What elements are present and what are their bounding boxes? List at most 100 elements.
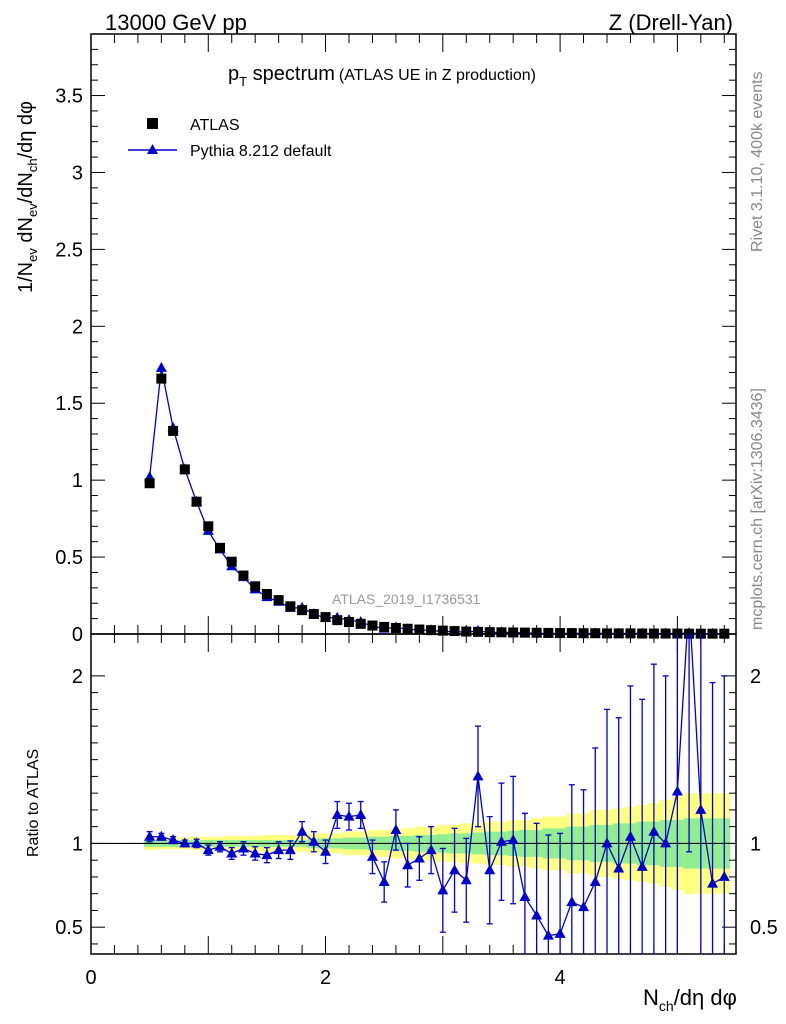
main-data-point — [707, 628, 718, 639]
main-y-tick-label: 2.5 — [55, 239, 83, 261]
ratio-mc-point — [484, 864, 496, 875]
main-data-point — [660, 628, 671, 639]
plot-title-note: (ATLAS UE in Z production) — [339, 67, 536, 84]
ratio-plot-frame — [90, 633, 737, 955]
ratio-mc-point — [449, 864, 461, 875]
ratio-mc-point — [624, 830, 636, 841]
legend-data-marker — [147, 118, 158, 129]
main-data-point — [578, 628, 589, 639]
analysis-watermark: ATLAS_2019_I1736531 — [332, 591, 481, 607]
ratio-mc-point — [366, 850, 378, 861]
main-data-point — [320, 612, 331, 623]
main-data-point — [566, 628, 577, 639]
plot-title-p: p — [228, 63, 239, 85]
ratio-y-tick-label-right: 1 — [750, 833, 761, 855]
main-data-point — [379, 621, 390, 632]
main-data-point — [543, 627, 554, 638]
ratio-mc-point — [660, 837, 672, 848]
ratio-mc-point — [554, 927, 566, 938]
main-mc-point — [155, 361, 167, 372]
main-data-point — [484, 627, 495, 638]
main-y-tick-label: 0.5 — [55, 547, 83, 569]
ratio-mc-point — [519, 891, 531, 902]
main-y-tick-label: 1 — [72, 470, 83, 492]
ratio-mc-point — [249, 847, 261, 858]
x-tick-label: 0 — [85, 967, 96, 989]
main-y-tick-label: 3.5 — [55, 86, 83, 108]
main-data-point — [238, 570, 249, 581]
ratio-mc-point — [343, 810, 355, 821]
legend-mc-marker — [147, 144, 158, 154]
ratio-y-axis-title: Ratio to ATLAS — [25, 749, 42, 857]
main-y-tick-label: 2 — [72, 316, 83, 338]
ratio-mc-point — [237, 842, 249, 853]
ratio-mc-point — [718, 870, 730, 881]
main-data-point — [144, 478, 155, 489]
main-data-point — [191, 496, 202, 507]
ratio-mc-point — [402, 859, 414, 870]
ratio-mc-line — [149, 634, 725, 937]
main-data-point — [414, 624, 425, 635]
main-plot-frame — [90, 33, 737, 635]
ratio-mc-point — [636, 860, 648, 871]
ratio-mc-point — [155, 830, 167, 841]
ratio-y-tick-label-right: 2 — [750, 666, 761, 688]
ratio-mc-point — [308, 835, 320, 846]
main-data-point — [367, 620, 378, 631]
ratio-mc-point — [179, 837, 191, 848]
ratio-mc-point — [601, 837, 613, 848]
ratio-y-axis: 0.5 0.5 1 1 2 2 — [55, 666, 778, 945]
main-data-point — [355, 618, 366, 629]
ratio-mc-point — [320, 845, 332, 856]
ratio-mc-point — [613, 862, 625, 873]
main-data-point — [332, 615, 343, 626]
main-y-tick-label: 3 — [72, 162, 83, 184]
main-data-point — [285, 601, 296, 612]
ratio-mc-clipped — [144, 594, 730, 954]
ratio-mc-point — [472, 770, 484, 781]
main-data-point — [426, 625, 437, 636]
main-data-point — [261, 589, 272, 599]
main-data-series — [144, 373, 730, 639]
main-data-point — [226, 556, 237, 567]
ratio-mc-point — [531, 909, 543, 920]
main-y-tick-label: 1.5 — [55, 393, 83, 415]
main-data-point — [508, 627, 519, 638]
x-tick-label: 2 — [320, 967, 331, 989]
ratio-y-tick-label: 0.5 — [55, 917, 83, 939]
main-data-point — [168, 425, 179, 436]
x-tick-label: 4 — [555, 967, 566, 989]
ratio-mc-point — [684, 594, 695, 604]
ratio-mc-point — [707, 877, 719, 888]
ratio-mc-point — [460, 874, 472, 885]
main-data-point — [437, 625, 448, 636]
ratio-mc-point — [390, 824, 402, 835]
main-data-point — [461, 626, 472, 637]
main-data-point — [672, 628, 683, 639]
mcplots-label: mcplots.cern.ch [arXiv:1306.3436] — [749, 388, 766, 630]
ratio-mc-point — [284, 844, 296, 855]
plot-title-rest: spectrum — [247, 63, 335, 85]
legend: ATLAS Pythia 8.212 default — [128, 117, 332, 160]
ratio-mc-point — [355, 808, 367, 819]
ratio-mc-point — [261, 849, 273, 860]
main-data-point — [402, 623, 413, 634]
main-data-point — [250, 581, 261, 592]
main-data-point — [473, 626, 483, 637]
ratio-mc-point — [578, 901, 590, 912]
main-data-point — [390, 623, 401, 633]
ratio-y-tick-label: 2 — [72, 666, 83, 688]
main-y-axis-title: 1/Nev dNev/dNch/dη dφ — [15, 101, 40, 293]
ratio-mc-point — [273, 844, 285, 855]
main-data-point — [555, 628, 566, 639]
main-data-point — [684, 628, 695, 639]
ratio-mc-point — [437, 884, 449, 895]
ratio-mc-point — [378, 875, 390, 886]
ratio-mc-point — [507, 834, 519, 845]
main-data-point — [613, 628, 624, 639]
process-label: Z (Drell-Yan) — [609, 10, 733, 35]
x-axis-title: Nch/dη dφ — [643, 985, 737, 1014]
ratio-mc-point — [495, 835, 507, 846]
main-data-point — [602, 628, 612, 639]
